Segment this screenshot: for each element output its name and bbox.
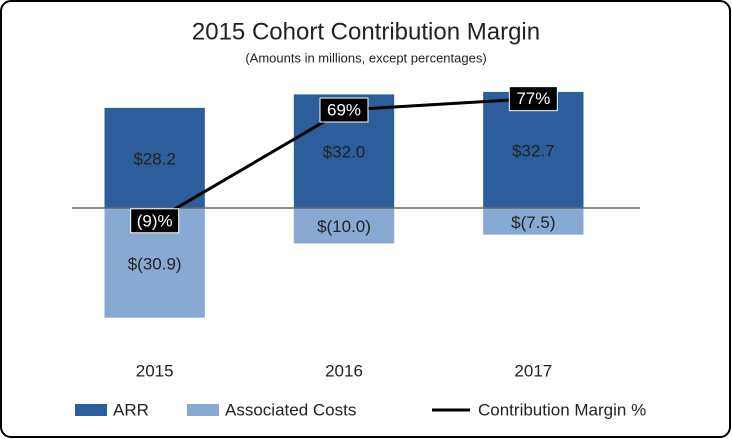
bar <box>293 208 395 244</box>
data-label: (9)% <box>137 211 173 230</box>
label-box <box>508 86 558 112</box>
legend-swatch <box>75 404 107 416</box>
data-label: 69% <box>327 101 361 120</box>
data-label: $(30.9) <box>128 254 182 273</box>
label-box <box>130 208 180 234</box>
x-tick-label: 2016 <box>325 361 363 380</box>
chart-title: 2015 Cohort Contribution Margin <box>192 18 540 45</box>
x-tick-label: 2017 <box>514 361 552 380</box>
bar <box>104 107 205 208</box>
chart-subtitle: (Amounts in millions, except percentages… <box>245 50 486 65</box>
data-label: $32.7 <box>512 141 555 160</box>
legend-swatch <box>187 404 219 416</box>
data-label: $(10.0) <box>317 217 371 236</box>
data-label: $28.2 <box>133 149 176 168</box>
x-tick-label: 2015 <box>136 361 174 380</box>
legend-label: ARR <box>113 400 149 419</box>
bar <box>483 208 584 235</box>
label-box <box>319 97 369 123</box>
data-label: $(7.5) <box>511 213 555 232</box>
data-label: 77% <box>516 89 550 108</box>
legend-label: Contribution Margin % <box>478 400 646 419</box>
bar <box>483 91 584 208</box>
data-label: $32.0 <box>323 143 366 162</box>
legend-label: Associated Costs <box>225 400 356 419</box>
